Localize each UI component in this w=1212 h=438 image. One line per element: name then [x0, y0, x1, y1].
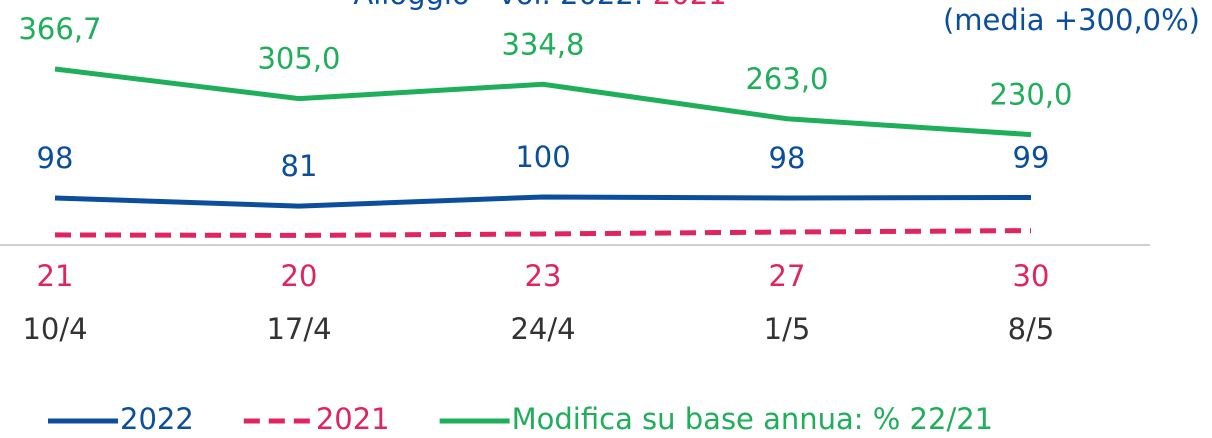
data-label: 23: [525, 259, 562, 293]
data-label: 20: [281, 259, 318, 293]
legend-label: 2022: [120, 402, 194, 436]
series-line: [54, 228, 1032, 238]
data-label: 305,0: [257, 42, 340, 76]
data-label: 98: [37, 141, 74, 175]
x-tick-label: 24/4: [510, 312, 575, 346]
data-label: 81: [281, 149, 318, 183]
chart-title: Alloggio - vol. 2022: 2021: [353, 0, 726, 11]
data-label: 263,0: [745, 62, 828, 96]
annotation: (media +300,0%): [943, 3, 1200, 37]
x-tick-label: 1/5: [764, 312, 811, 346]
data-label: 30: [1013, 259, 1050, 293]
data-label: 100: [515, 140, 570, 174]
title-main: Alloggio - vol. 2022:: [353, 0, 643, 11]
series-line: [54, 66, 1032, 138]
data-label: 230,0: [989, 78, 1072, 112]
x-tick-label: 10/4: [22, 312, 87, 346]
data-label: 334,8: [501, 27, 584, 61]
title-highlight: 2021: [653, 0, 727, 11]
data-label: 99: [1013, 140, 1050, 174]
data-label: 366,7: [18, 12, 101, 46]
series-line: [54, 194, 1032, 209]
data-label: 27: [769, 259, 806, 293]
legend-label: Modifica su base annua: % 22/21: [512, 402, 994, 436]
x-tick-label: 17/4: [266, 312, 331, 346]
legend-label: 2021: [316, 402, 390, 436]
x-tick-label: 8/5: [1008, 312, 1055, 346]
data-label: 98: [769, 141, 806, 175]
data-label: 21: [37, 259, 74, 293]
